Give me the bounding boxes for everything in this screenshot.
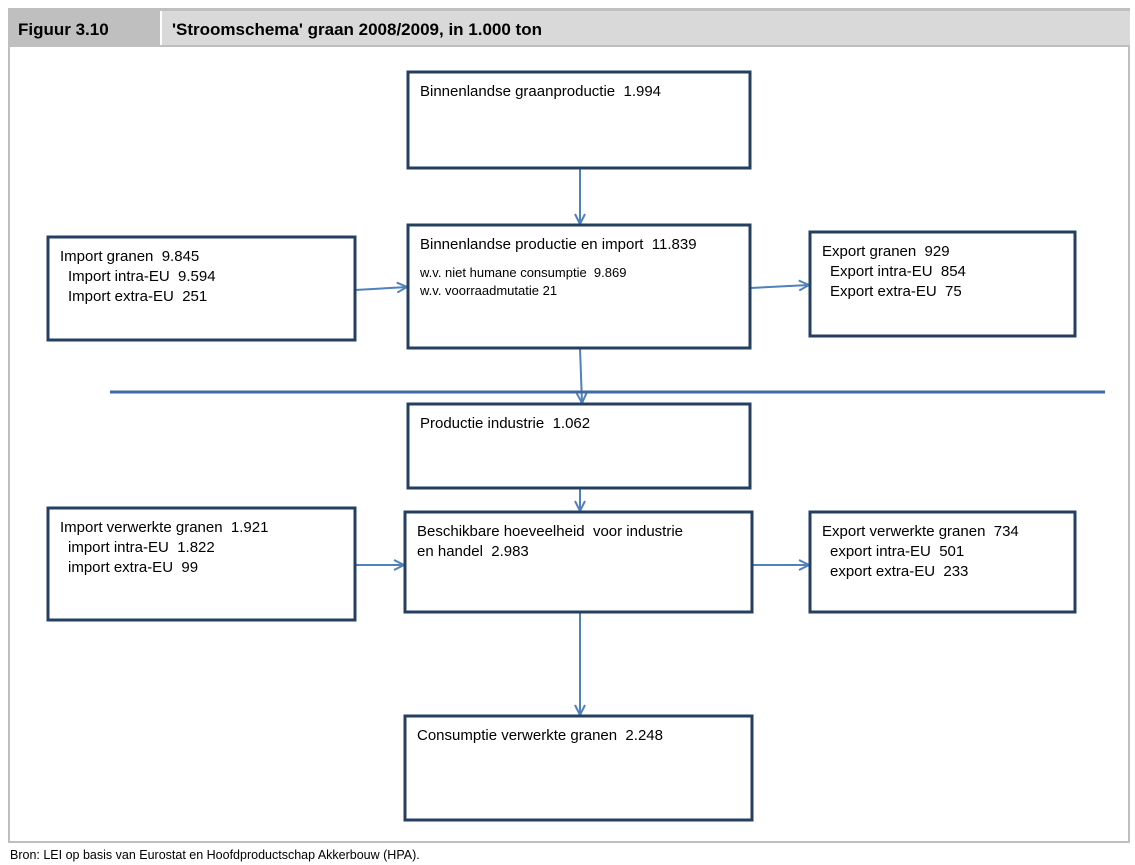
node: Import granen 9.845 Import intra-EU 9.594… <box>46 235 357 342</box>
node: Export granen 929 Export intra-EU 854 Expo… <box>808 230 1077 338</box>
node: Export verwerkte granen 734 export intra-… <box>808 510 1077 614</box>
node-detail: export extra-EU 233 <box>830 563 968 580</box>
nodes: Binnenlandse graanproductie 1.994 Import … <box>46 70 1077 822</box>
node-detail: Import extra-EU 251 <box>68 288 207 305</box>
node-detail: export intra-EU 501 <box>830 543 964 560</box>
node-box <box>406 70 752 170</box>
figure-title: 'Stroomschema' graan 2008/2009, in 1.000… <box>172 20 542 39</box>
figure-label: Figuur 3.10 <box>18 20 109 39</box>
header-title-cell <box>162 11 1130 46</box>
node-box <box>46 235 357 342</box>
frame <box>8 45 1130 843</box>
node-label: Export verwerkte granen 734 <box>822 523 1019 540</box>
node-box <box>403 510 754 614</box>
node: Binnenlandse productie en import 11.839 w… <box>406 223 752 350</box>
arrow <box>749 285 809 288</box>
node-label: Productie industrie 1.062 <box>420 415 590 432</box>
node-detail: Export intra-EU 854 <box>830 263 966 280</box>
node-box <box>406 402 752 490</box>
node-detail: import intra-EU 1.822 <box>68 539 215 556</box>
node-box <box>406 223 752 350</box>
node: Import verwerkte granen 1.921 import intr… <box>46 506 357 622</box>
node-detail: import extra-EU 99 <box>68 559 198 576</box>
node-detail: Export extra-EU 75 <box>830 283 962 300</box>
node: Binnenlandse graanproductie 1.994 <box>406 70 752 170</box>
arrow <box>354 287 407 290</box>
node: Productie industrie 1.062 <box>406 402 752 490</box>
node-label: Import verwerkte granen 1.921 <box>60 519 268 536</box>
arrow <box>580 347 582 403</box>
node: Beschikbare hoeveelheid voor industrie en… <box>403 510 754 614</box>
node: Consumptie verwerkte granen 2.248 <box>403 714 754 822</box>
node-label: Export granen 929 <box>822 243 950 260</box>
node-note: w.v. niet humane consumptie 9.869 <box>419 265 626 280</box>
node-label: Beschikbare hoeveelheid voor industrie <box>417 523 683 540</box>
node-label: en handel 2.983 <box>417 543 529 560</box>
node-label: Binnenlandse graanproductie 1.994 <box>420 83 661 100</box>
node-box <box>808 510 1077 614</box>
header-label-cell <box>8 11 160 46</box>
node-label: Binnenlandse productie en import 11.839 <box>420 236 697 253</box>
node-box <box>403 714 754 822</box>
node-note: w.v. voorraadmutatie 21 <box>419 283 557 298</box>
node-detail: Import intra-EU 9.594 <box>68 268 216 285</box>
node-box <box>46 506 357 622</box>
source: Bron: LEI op basis van Eurostat en Hoofd… <box>10 848 420 862</box>
node-box <box>808 230 1077 338</box>
node-label: Import granen 9.845 <box>60 248 199 265</box>
node-label: Consumptie verwerkte granen 2.248 <box>417 727 663 744</box>
top-rule <box>8 8 1130 11</box>
